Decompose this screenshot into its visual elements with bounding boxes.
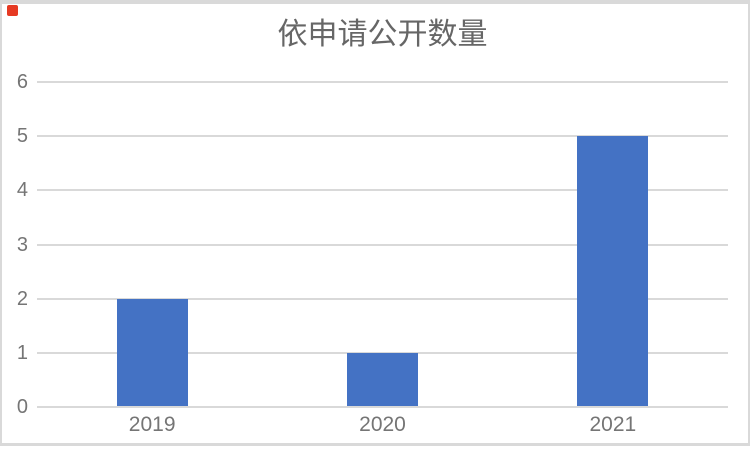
x-axis-label: 2019 — [128, 413, 176, 436]
y-axis-label: 1 — [16, 341, 28, 364]
gridline-2 — [37, 297, 728, 300]
bar-2019 — [116, 298, 188, 407]
x-axis-label: 2020 — [359, 413, 406, 436]
gridline-6 — [37, 81, 728, 83]
x-axis-line — [37, 406, 728, 408]
gridline-5 — [37, 135, 728, 138]
y-axis-label: 0 — [16, 396, 28, 418]
red-square-marker — [7, 5, 18, 16]
y-axis-label: 5 — [16, 125, 28, 148]
gridline-4 — [37, 189, 728, 192]
y-axis-label: 4 — [16, 179, 28, 202]
bar-2020 — [347, 352, 418, 407]
y-axis-label: 2 — [16, 287, 28, 310]
y-axis-label: 6 — [16, 71, 28, 93]
y-axis-label: 3 — [16, 233, 28, 256]
bar-2021 — [577, 136, 649, 407]
gridline-3 — [37, 243, 728, 246]
chart-title: 依申请公开数量 — [277, 18, 488, 51]
x-axis-label: 2021 — [589, 413, 637, 436]
